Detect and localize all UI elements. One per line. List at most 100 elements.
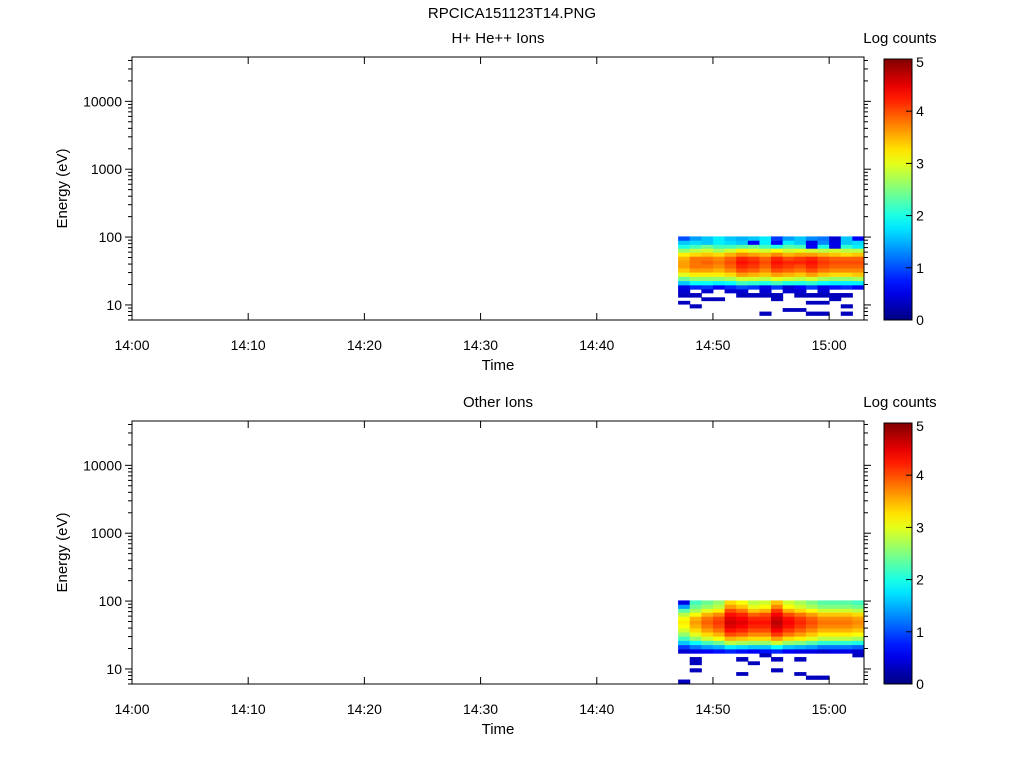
heatmap-cell — [852, 276, 865, 282]
heatmap-cell — [794, 293, 807, 298]
heatmap-cell — [840, 264, 853, 269]
heatmap-cell — [701, 612, 714, 617]
heatmap-cell — [771, 264, 784, 269]
heatmap-cell — [794, 308, 807, 312]
heatmap-cell — [712, 628, 726, 633]
heatmap-cell — [724, 616, 737, 621]
heatmap-cell — [805, 236, 819, 242]
heatmap-cell — [840, 620, 853, 625]
heatmap-cell — [782, 244, 795, 250]
heatmap-cell — [805, 636, 819, 642]
heatmap-cell — [736, 293, 749, 298]
x-tick-label: 14:40 — [579, 337, 614, 353]
heatmap-cell — [701, 628, 714, 633]
heatmap-cell — [771, 256, 784, 261]
heatmap-cell — [759, 628, 772, 633]
heatmap-cell — [782, 248, 795, 253]
heatmap-cell — [805, 624, 819, 629]
heatmap-cell — [689, 604, 702, 610]
heatmap-cell — [724, 624, 737, 629]
heatmap-cell — [782, 600, 795, 606]
heatmap-cell — [689, 628, 702, 633]
heatmap-cell — [771, 612, 784, 617]
colorbar-tick-label: 5 — [916, 418, 924, 434]
heatmap-cell — [712, 624, 726, 629]
heatmap-cell — [805, 645, 819, 650]
heatmap-cell — [852, 604, 865, 610]
heatmap-cell — [736, 636, 749, 642]
heatmap-cell — [829, 645, 842, 650]
heatmap-cell — [678, 264, 691, 269]
heatmap-cell — [759, 264, 772, 269]
colorbar-tick-label: 4 — [916, 467, 924, 483]
heatmap-cell — [736, 256, 749, 261]
heatmap-cell — [805, 632, 819, 637]
heatmap-cell — [805, 649, 819, 654]
heatmap-cell — [817, 281, 830, 286]
heatmap-cell — [840, 311, 853, 316]
heatmap-cell — [736, 632, 749, 637]
heatmap-cell — [771, 252, 784, 257]
heatmap-cell — [689, 608, 702, 614]
heatmap-cell — [689, 620, 702, 625]
heatmap-cell — [701, 624, 714, 629]
colorbar-tick-label: 2 — [916, 208, 924, 224]
heatmap-cell — [782, 289, 795, 294]
heatmap-cell — [840, 636, 853, 642]
heatmap-cell — [840, 285, 853, 290]
heatmap-cell — [829, 252, 842, 257]
heatmap-cell — [805, 293, 819, 298]
heatmap-cell — [771, 640, 784, 646]
heatmap-cell — [817, 240, 830, 246]
heatmap-cell — [817, 604, 830, 610]
heatmap-cell — [771, 276, 784, 282]
x-tick-label: 14:50 — [695, 337, 730, 353]
heatmap-cell — [747, 636, 760, 642]
heatmap-cell — [829, 616, 842, 621]
x-tick-label: 14:30 — [463, 337, 498, 353]
heatmap-cell — [689, 632, 702, 637]
heatmap-cell — [712, 236, 726, 242]
heatmap-cell — [724, 628, 737, 633]
heatmap-cell — [689, 272, 702, 278]
heatmap-cell — [747, 649, 760, 654]
heatmap-cell — [736, 252, 749, 257]
heatmap-cell — [829, 272, 842, 278]
heatmap-cell — [794, 624, 807, 629]
heatmap-cell — [736, 649, 749, 654]
heatmap-cell — [805, 620, 819, 625]
heatmap-cell — [689, 600, 702, 606]
heatmap-cell — [840, 281, 853, 286]
heatmap-cell — [678, 244, 691, 250]
heatmap-cell — [701, 256, 714, 261]
heatmap-cell — [794, 252, 807, 257]
heatmap-cell — [817, 636, 830, 642]
heatmap-cell — [678, 632, 691, 637]
heatmap-cell — [712, 268, 726, 273]
heatmap-cell — [759, 240, 772, 246]
colorbar-tick-label: 3 — [916, 155, 924, 171]
heatmap-cell — [782, 260, 795, 265]
colorbar-tick-label: 1 — [916, 624, 924, 640]
colorbar-label: Log counts — [863, 394, 936, 411]
heatmap-cell — [689, 645, 702, 650]
heatmap-cell — [771, 236, 784, 242]
heatmap-cell — [724, 252, 737, 257]
heatmap-cell — [701, 264, 714, 269]
heatmap-cell — [689, 649, 702, 654]
heatmap-cell — [829, 612, 842, 617]
heatmap-cell — [840, 600, 853, 606]
heatmap-cell — [759, 612, 772, 617]
heatmap-cell — [747, 608, 760, 614]
heatmap-cell — [794, 600, 807, 606]
heatmap-cell — [759, 244, 772, 250]
heatmap-cell — [805, 252, 819, 257]
heatmap-cell — [771, 604, 784, 610]
heatmap-cell — [805, 600, 819, 606]
heatmap-cell — [794, 256, 807, 261]
heatmap-cell — [678, 289, 691, 294]
heatmap-cell — [817, 248, 830, 253]
heatmap-cell — [852, 252, 865, 257]
heatmap-cell — [805, 640, 819, 646]
heatmap-cell — [794, 672, 807, 676]
